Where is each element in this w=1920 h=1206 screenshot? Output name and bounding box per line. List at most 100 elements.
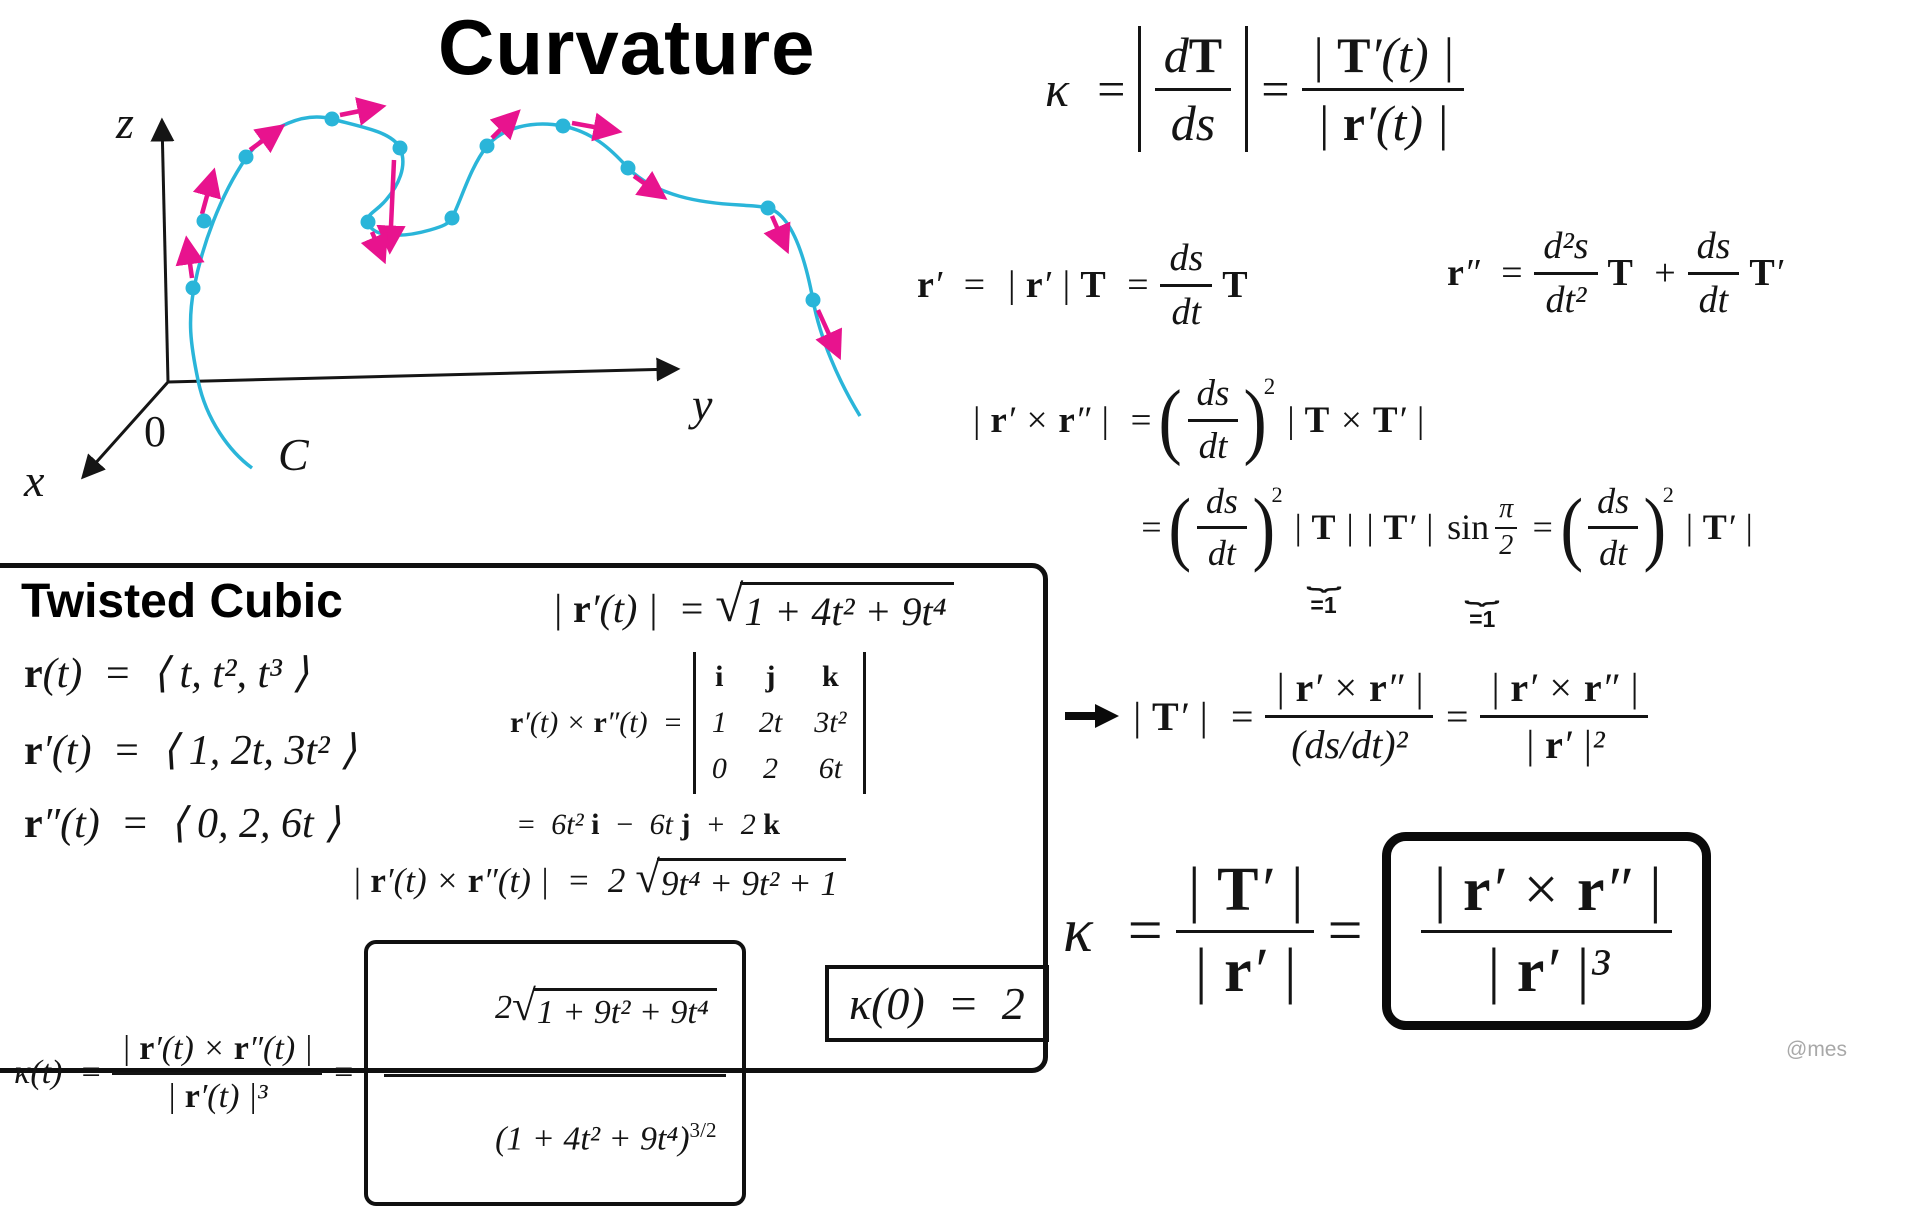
lhs: r′(t) × r″(t) = (510, 706, 683, 739)
matrix-cell: j (765, 660, 776, 693)
lhs: | r′(t) | = (552, 586, 706, 631)
formula-cross-product-magnitude: | r′ × r″ | = ( ds dt ) 2 | T × T′ | (966, 372, 1430, 468)
z-axis-label: z (115, 97, 134, 148)
coefficient: 2 (494, 988, 512, 1026)
rhs: | T × T′ | (1285, 399, 1426, 441)
base: (1 + 4t² + 9t⁴) (495, 1120, 690, 1158)
rhs: T′ (1749, 252, 1784, 294)
radical-icon: √ (511, 982, 536, 1030)
underbrace-label: =1 (1469, 605, 1496, 632)
unit-tangent-term: | T | ⏟ =1 (1293, 506, 1355, 618)
formula-r-prime: r′ = | r′ | T = ds dt T (912, 236, 1253, 334)
matrix-cell: 0 (711, 752, 727, 785)
curve-point (360, 214, 376, 230)
matrix-cell: 1 (711, 706, 727, 739)
denominator: | r′(t) | (1316, 95, 1450, 151)
numerator: π (1495, 493, 1518, 529)
equals-sign: = (332, 1054, 355, 1092)
rhs: T (1222, 264, 1248, 306)
absolute-value-bars: dT ds (1137, 26, 1249, 152)
determinant: i j k 1 2t 3t² 0 2 6t (692, 652, 866, 794)
square-root: √ 1 + 4t² + 9t⁴ (715, 576, 955, 635)
numerator: dT (1154, 26, 1232, 91)
numerator: 2 √ 1 + 9t² + 9t⁴ (383, 950, 726, 1077)
implies-arrow-icon (1063, 702, 1121, 730)
numerator: | T′ | (1175, 855, 1314, 933)
kappa-lhs: κ = (1045, 61, 1128, 117)
square-root: √ 1 + 9t² + 9t⁴ (511, 982, 717, 1032)
denominator: dt (1198, 426, 1228, 467)
y-axis (167, 357, 681, 384)
space-curve-diagram: z x y 0 C (23, 97, 862, 506)
watermark: @mes (1786, 1038, 1847, 1061)
tangent-arrow (192, 167, 222, 215)
numerator: | r′(t) × r″(t) | (112, 1030, 322, 1076)
radical-icon: √ (715, 576, 744, 633)
highlighted-result-box: | r′ × r″ | | r′ |³ (1382, 832, 1711, 1030)
boxed-kappa-result: 2 √ 1 + 9t² + 9t⁴ (1 + 4t² + 9t⁴)3/2 (363, 940, 746, 1206)
expression: r″(t) = ⟨ 0, 2, 6t ⟩ (24, 801, 341, 847)
formula-r-of-t: r(t) = ⟨ t, t², t³ ⟩ (19, 648, 314, 698)
radicand: 1 + 4t² + 9t⁴ (740, 582, 955, 635)
coordinate-axes (81, 117, 681, 480)
formula-t-prime-magnitude: | T′ | = | r′ × r″ | (ds/dt)² = | r′ × r… (1058, 664, 1653, 768)
curve-point (444, 210, 460, 226)
expression: r(t) = ⟨ t, t², t³ ⟩ (24, 651, 309, 697)
curve-point (238, 149, 254, 165)
left-paren: ( (1158, 372, 1182, 467)
tangent-arrow (376, 159, 406, 255)
numerator: ds (1687, 224, 1740, 275)
tangent-arrow (632, 171, 668, 200)
denominator: dt (1207, 533, 1236, 573)
formula-r-prime-of-t: r′(t) = ⟨ 1, 2t, 3t² ⟩ (19, 725, 362, 775)
curve-point (479, 138, 495, 154)
denominator: (1 + 4t² + 9t⁴)3/2 (384, 1077, 725, 1196)
denominator: | r′(t) |³ (166, 1078, 268, 1116)
numerator: ds (1187, 372, 1239, 422)
radicand: 9t⁴ + 9t² + 1 (656, 858, 846, 904)
matrix-cell: 3t² (814, 706, 847, 739)
denominator: | r′ |³ (1484, 937, 1610, 1005)
curve-points (185, 111, 821, 308)
slide-title: Curvature (438, 3, 816, 91)
exponent: 2 (1662, 482, 1674, 507)
radical-icon: √ (635, 852, 660, 902)
denominator: (ds/dt)² (1291, 722, 1408, 767)
curve-point (555, 118, 571, 134)
exponent: 2 (1263, 374, 1276, 399)
tangent-arrow (815, 309, 843, 361)
denominator: | r′ |² (1524, 722, 1605, 767)
formula-determinant-result: = 6t² i − 6t j + 2 k (511, 808, 785, 842)
tangent-arrow (360, 231, 388, 265)
equals-sign: = (1443, 693, 1471, 739)
y-axis-label: y (688, 379, 713, 430)
expression: = 6t² i − 6t j + 2 k (516, 808, 780, 841)
curve-point (185, 280, 201, 296)
denominator: | r′ | (1191, 937, 1298, 1005)
right-paren: ) (1252, 480, 1275, 573)
denominator: dt (1599, 533, 1628, 573)
underbrace-label: =1 (1310, 592, 1337, 618)
matrix-cell: 6t (818, 752, 843, 785)
lecture-slide: Curvature z x y 0 C (0, 3, 1847, 1206)
denominator: 2 (1499, 529, 1514, 561)
right-paren: ) (1243, 372, 1268, 467)
lhs: r″ = (1447, 252, 1525, 294)
left-paren: ( (1560, 480, 1583, 573)
formula-r-double-prime: r″ = d²s dt² T + ds dt T′ (1442, 224, 1788, 322)
exponent: 3/2 (689, 1118, 717, 1142)
curve-point (620, 160, 636, 176)
equals-sign: = (1323, 896, 1366, 965)
sine-term: sin π 2 ⏟ =1 (1444, 493, 1520, 632)
numerator: | r′ × r″ | (1421, 855, 1672, 933)
tangent-arrow (571, 112, 623, 142)
twisted-cubic-panel: Twisted Cubic r(t) = ⟨ t, t², t³ ⟩ r′(t)… (0, 563, 1049, 1206)
formula-r-prime-magnitude: | r′(t) | = √ 1 + 4t² + 9t⁴ (547, 576, 959, 635)
numerator: ds (1196, 480, 1247, 529)
left-paren: ( (1168, 480, 1192, 573)
lhs: | r′ × r″ | = (971, 399, 1154, 441)
curve-point (805, 292, 821, 308)
x-axis (81, 381, 170, 480)
x-axis-label: x (23, 455, 45, 506)
formula-r-double-prime-of-t: r″(t) = ⟨ 0, 2, 6t ⟩ (19, 798, 346, 848)
